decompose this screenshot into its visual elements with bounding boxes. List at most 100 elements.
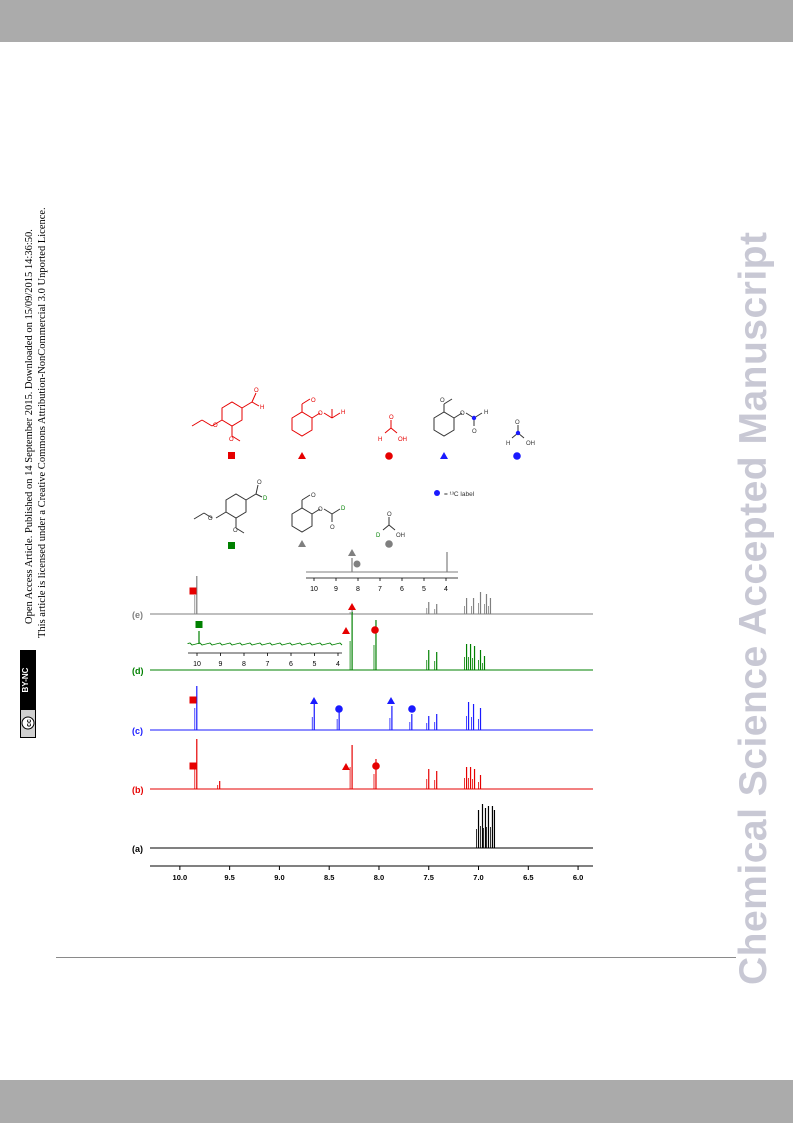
x-tick-label: 6.5	[523, 873, 533, 882]
circle-marker	[371, 626, 379, 634]
atom-o-9: O	[472, 429, 477, 435]
13c-dot-2	[515, 430, 521, 436]
inset-d-noise	[187, 642, 343, 646]
molecule-ethylvanillin	[191, 392, 260, 442]
atom-oh-1: OH	[398, 437, 407, 443]
trace-label: (c)	[132, 726, 143, 736]
spectrum-trace-0	[150, 576, 593, 615]
molecule-formic-acid	[384, 420, 398, 434]
nmr-spectra	[150, 576, 593, 849]
circle-marker	[408, 705, 416, 713]
atom-o-12: O	[208, 516, 213, 522]
trace-label: (e)	[132, 610, 143, 620]
circle-marker	[335, 705, 343, 713]
inset-e-tick-label: 9	[334, 586, 338, 593]
atom-o-5: O	[318, 411, 323, 417]
x-axis: 10.0 9.5 9.0 8.5 8.0 7.5 7.0 6.5 6.0	[150, 865, 593, 882]
x-tick-label: 9.0	[274, 873, 284, 882]
gray-triangle-marker	[298, 540, 306, 547]
molecule-d-ethylvanillin	[193, 484, 263, 534]
spectrum-trace-2	[150, 686, 593, 731]
inset-e-tick-label: 7	[378, 586, 382, 593]
circle-marker	[372, 762, 380, 770]
triangle-marker	[348, 603, 356, 610]
atom-o-3: O	[229, 437, 234, 443]
atom-o-6: O	[389, 415, 394, 421]
square-marker	[189, 762, 197, 770]
blue-circle-marker	[513, 452, 521, 460]
by-nc-text: BY-NC	[21, 667, 30, 692]
atom-oh-2: OH	[526, 441, 535, 447]
inset-e-tick-label: 6	[400, 586, 404, 593]
atom-h-1: H	[260, 405, 264, 411]
green-square-marker	[228, 542, 235, 549]
peak-markers	[189, 587, 416, 770]
spectrum-trace-3	[150, 739, 593, 790]
x-tick-label: 8.0	[374, 873, 384, 882]
atom-o-14: O	[311, 493, 316, 499]
molecule-d-guaiacyl-formate	[291, 494, 341, 533]
x-tick-label: 10.0	[173, 873, 188, 882]
atom-d-3: D	[376, 533, 381, 539]
header-bar	[0, 0, 793, 42]
legend-13c-dot	[434, 490, 440, 496]
inset-d-tick-label: 7	[266, 661, 270, 668]
trace-label: (b)	[132, 785, 144, 795]
cc-logo-text: cc	[26, 719, 33, 727]
trace-label: (a)	[132, 844, 143, 854]
inset-d-tick-label: 9	[219, 661, 223, 668]
atom-o-4: O	[311, 398, 316, 404]
inset-e-tick-label: 8	[356, 586, 360, 593]
x-tick-label: 7.5	[424, 873, 434, 882]
inset-e-circle	[353, 560, 361, 568]
red-triangle-marker	[298, 452, 306, 459]
triangle-marker	[342, 627, 350, 634]
atom-o-1: O	[254, 388, 259, 394]
triangle-marker	[387, 697, 395, 704]
atom-o-8: O	[460, 411, 465, 417]
atom-h-2: H	[341, 410, 345, 416]
x-tick-label: 8.5	[324, 873, 334, 882]
atom-h-3: H	[378, 437, 382, 443]
inset-d-tick-label: 10	[193, 661, 201, 668]
spectrum-trace-1	[150, 612, 593, 671]
atom-o-17: O	[387, 512, 392, 518]
legend-13c-label: = ¹³C label	[444, 491, 475, 498]
inset-e-tick-label: 5	[422, 586, 426, 593]
cc-by-nc-badge[interactable]: cc BY-NC	[20, 650, 36, 738]
atom-h-5: H	[506, 441, 510, 447]
molecule-guaiacyl-formate	[291, 398, 341, 437]
inset-d-square	[195, 621, 203, 628]
nmr-insets: 10 9 8 7 6 5 4 10 9 8 7 6 5 4	[187, 549, 458, 668]
inset-e-tick-label: 10	[310, 586, 318, 593]
inset-d-tick-label: 6	[289, 661, 293, 668]
molecule-13c-guaiacyl-formate	[433, 398, 483, 437]
atom-o-11: O	[257, 480, 262, 486]
red-circle-marker	[385, 452, 393, 460]
atom-o-10: O	[515, 420, 520, 426]
atom-o-2: O	[213, 423, 218, 429]
x-tick-label: 9.5	[224, 873, 234, 882]
footer-bar	[0, 1080, 793, 1123]
inset-e-tick-label: 4	[444, 586, 448, 593]
atom-oh-3: OH	[396, 533, 405, 539]
x-tick-label: 7.0	[473, 873, 483, 882]
atom-d-2: D	[341, 506, 346, 512]
gray-circle-marker	[385, 540, 393, 548]
x-tick-label: 6.0	[573, 873, 583, 882]
inset-d-tick-label: 4	[336, 661, 340, 668]
triangle-marker	[342, 763, 350, 770]
inset-e-triangle	[348, 549, 356, 556]
13c-dot-1	[471, 415, 477, 421]
spectrum-trace-4	[150, 804, 593, 849]
atom-h-4: H	[484, 410, 488, 416]
atom-o-7: O	[440, 398, 445, 404]
atom-d-1: D	[263, 496, 268, 502]
atom-o-13: O	[233, 528, 238, 534]
atom-o-15: O	[318, 507, 323, 513]
trace-label: (d)	[132, 666, 144, 676]
inset-d-tick-label: 8	[242, 661, 246, 668]
square-marker	[189, 696, 197, 704]
atom-o-16: O	[330, 525, 335, 531]
